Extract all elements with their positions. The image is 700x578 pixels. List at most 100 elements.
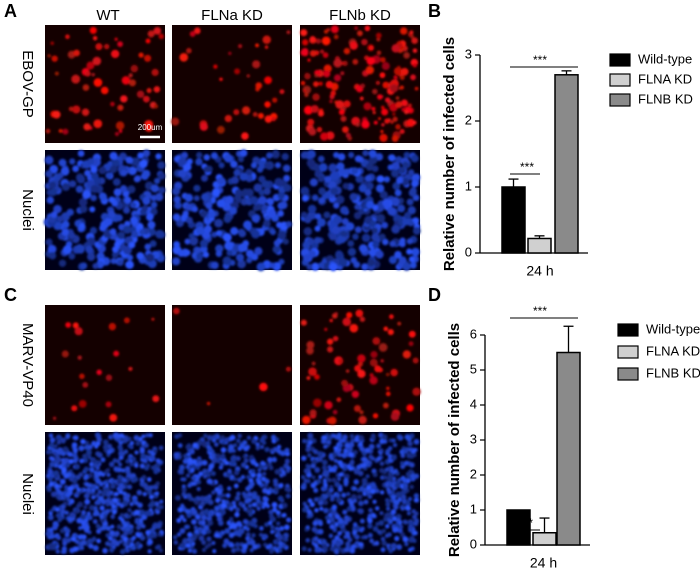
nucleus bbox=[268, 543, 273, 548]
cell bbox=[120, 95, 128, 103]
nucleus bbox=[89, 206, 96, 213]
nucleus bbox=[327, 464, 332, 470]
nucleus bbox=[238, 501, 244, 507]
nucleus bbox=[221, 499, 226, 504]
nucleus bbox=[277, 230, 287, 240]
nucleus bbox=[131, 157, 140, 167]
nucleus bbox=[316, 217, 326, 227]
nucleus bbox=[157, 231, 166, 239]
nucleus bbox=[364, 174, 372, 182]
cell bbox=[303, 105, 313, 115]
nucleus bbox=[153, 177, 161, 185]
cell bbox=[213, 64, 218, 69]
nucleus bbox=[150, 465, 156, 471]
nucleus bbox=[229, 532, 235, 538]
nucleus bbox=[71, 442, 78, 448]
nucleus bbox=[256, 479, 262, 486]
nucleus bbox=[48, 455, 54, 461]
cell bbox=[74, 327, 83, 336]
nucleus bbox=[406, 506, 411, 511]
nucleus bbox=[62, 501, 68, 506]
nucleus bbox=[281, 469, 286, 474]
nucleus bbox=[267, 209, 277, 218]
cell bbox=[307, 118, 315, 126]
cells bbox=[172, 433, 292, 554]
nucleus bbox=[80, 487, 85, 492]
nucleus bbox=[201, 440, 208, 447]
nucleus bbox=[180, 503, 185, 508]
nucleus bbox=[129, 201, 137, 209]
nucleus bbox=[175, 218, 185, 228]
nucleus bbox=[61, 182, 70, 192]
nucleus bbox=[396, 544, 403, 550]
nucleus bbox=[232, 477, 237, 482]
nucleus bbox=[118, 539, 124, 544]
nucleus bbox=[358, 434, 365, 441]
nucleus bbox=[388, 548, 394, 554]
nucleus bbox=[327, 477, 332, 483]
cell bbox=[390, 412, 400, 421]
nucleus bbox=[381, 528, 387, 534]
nucleus bbox=[67, 517, 73, 522]
nucleus bbox=[129, 502, 134, 507]
cell bbox=[343, 47, 351, 55]
nucleus bbox=[64, 532, 70, 538]
nucleus bbox=[184, 524, 189, 530]
legend-swatch bbox=[617, 323, 639, 337]
nucleus bbox=[139, 463, 145, 469]
nucleus bbox=[123, 245, 132, 255]
nucleus bbox=[185, 443, 192, 450]
nucleus bbox=[53, 443, 58, 449]
cell bbox=[105, 401, 112, 408]
nucleus bbox=[135, 541, 141, 547]
cell bbox=[354, 26, 358, 30]
nucleus bbox=[109, 228, 117, 235]
cell bbox=[366, 56, 375, 66]
nucleus bbox=[281, 502, 288, 509]
cell bbox=[379, 133, 388, 142]
nucleus bbox=[149, 240, 157, 248]
nucleus bbox=[78, 197, 88, 207]
nucleus bbox=[259, 437, 266, 444]
cell bbox=[324, 401, 333, 410]
cell bbox=[103, 43, 110, 50]
cell bbox=[79, 373, 85, 380]
cell bbox=[359, 316, 366, 322]
cell bbox=[412, 387, 421, 396]
nucleus bbox=[127, 507, 132, 513]
x-tick-label: 24 h bbox=[526, 263, 553, 279]
nucleus bbox=[200, 245, 208, 254]
cell bbox=[81, 108, 90, 116]
cell bbox=[146, 88, 152, 94]
nucleus bbox=[330, 494, 336, 499]
nucleus bbox=[148, 502, 155, 508]
nucleus bbox=[368, 155, 378, 165]
cell bbox=[158, 33, 165, 40]
nucleus bbox=[370, 435, 376, 441]
nucleus bbox=[392, 442, 398, 448]
nucleus bbox=[351, 529, 357, 535]
nucleus bbox=[305, 446, 311, 453]
cell bbox=[336, 397, 342, 403]
nucleus bbox=[278, 548, 283, 553]
nucleus bbox=[334, 535, 340, 541]
cell bbox=[382, 402, 389, 409]
nucleus bbox=[251, 438, 257, 444]
nucleus bbox=[150, 455, 156, 461]
nucleus bbox=[372, 241, 380, 249]
nucleus bbox=[350, 544, 356, 550]
nucleus bbox=[189, 236, 199, 246]
nucleus bbox=[65, 462, 71, 468]
nucleus bbox=[331, 171, 340, 180]
nucleus bbox=[402, 536, 409, 543]
nucleus bbox=[92, 545, 99, 552]
nucleus bbox=[317, 456, 323, 463]
nucleus bbox=[329, 233, 337, 241]
nucleus bbox=[128, 473, 134, 479]
nucleus bbox=[56, 440, 62, 445]
cell bbox=[382, 81, 390, 89]
cell bbox=[199, 122, 208, 131]
nucleus bbox=[192, 442, 198, 449]
nucleus bbox=[230, 227, 239, 236]
nucleus bbox=[90, 166, 98, 174]
